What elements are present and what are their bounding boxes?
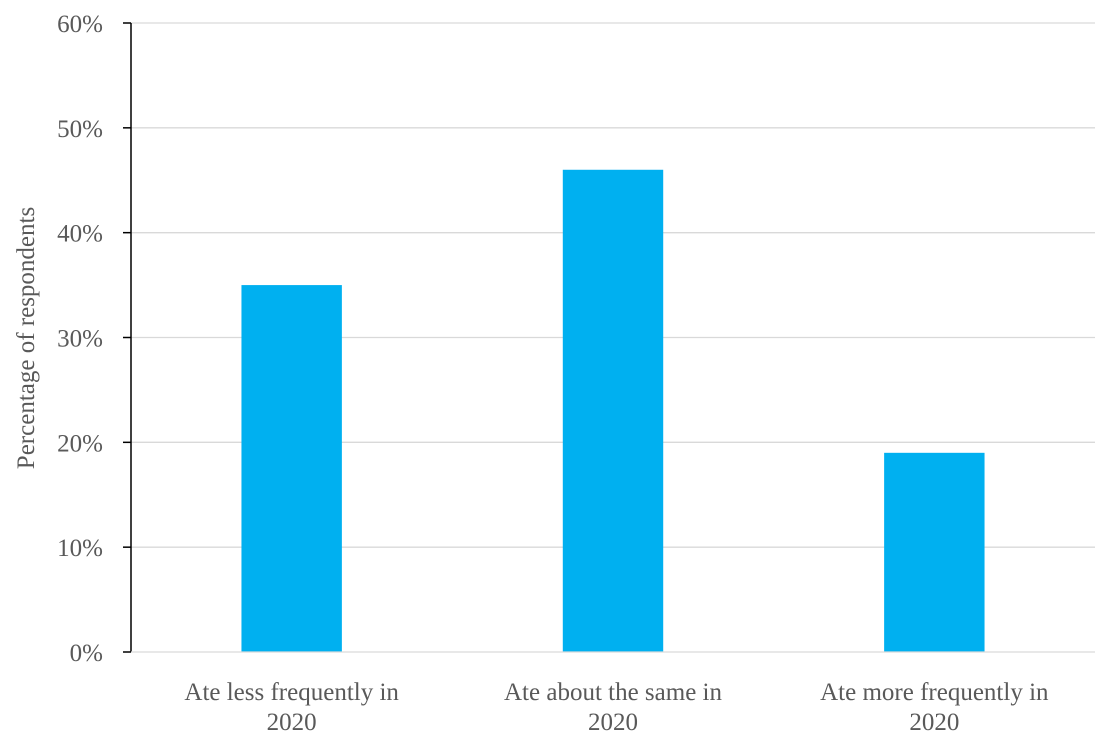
axes	[123, 22, 1095, 653]
bars	[241, 169, 985, 652]
x-tick-label: Ate less frequently in 2020	[184, 679, 399, 736]
y-tick-labels: 0% 10% 20% 30% 40% 50% 60%	[57, 11, 103, 667]
y-tick-label: 20%	[57, 430, 103, 457]
y-tick-label: 60%	[57, 11, 103, 38]
x-tick-labels: Ate less frequently in 2020 Ate about the …	[184, 679, 1049, 736]
x-tick-label: Ate more frequently in 2020	[820, 679, 1049, 736]
bar	[562, 169, 664, 652]
y-tick-label: 50%	[57, 116, 103, 143]
x-tick-label: Ate about the same in 2020	[504, 679, 722, 736]
y-tick-label: 30%	[57, 326, 103, 353]
bar	[884, 452, 985, 652]
y-tick-label: 0%	[70, 640, 103, 667]
y-tick-label: 10%	[57, 535, 103, 562]
y-axis-title: Percentage of respondents	[13, 207, 40, 469]
bar	[241, 285, 342, 652]
y-tick-label: 40%	[57, 221, 103, 248]
